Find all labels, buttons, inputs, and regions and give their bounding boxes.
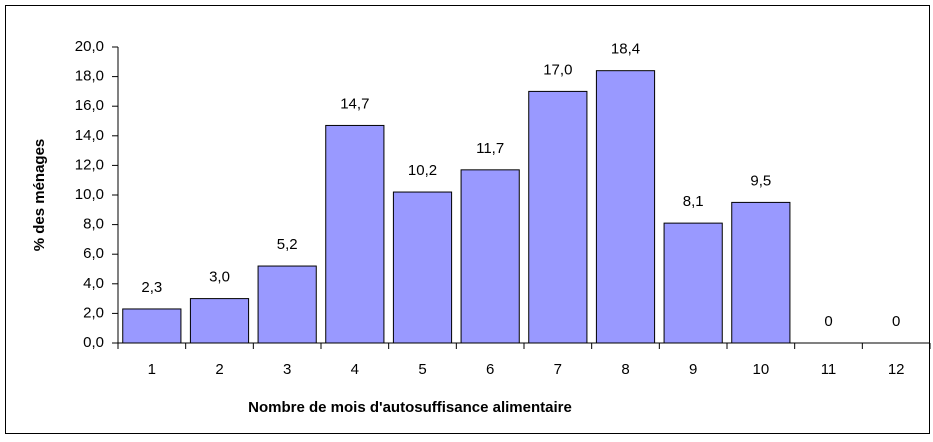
data-label: 17,0 [543, 61, 572, 78]
data-label: 10,2 [408, 162, 437, 179]
data-label: 3,0 [209, 269, 230, 286]
y-tick-label: 20,0 [75, 38, 104, 55]
bar [663, 222, 723, 344]
y-axis-title: % des ménages [31, 139, 48, 252]
x-tick-label: 4 [351, 361, 359, 378]
x-tick-label: 1 [148, 361, 156, 378]
data-label: 0 [892, 313, 900, 330]
bar [460, 169, 520, 344]
y-tick-label: 18,0 [75, 68, 104, 85]
y-tick-label: 14,0 [75, 127, 104, 144]
x-tick-label: 2 [215, 361, 223, 378]
y-tick-label: 6,0 [83, 245, 104, 262]
x-tick-label: 7 [554, 361, 562, 378]
x-tick-label: 10 [752, 361, 769, 378]
x-tick-label: 3 [283, 361, 291, 378]
y-tick-label: 10,0 [75, 186, 104, 203]
y-tick-label: 2,0 [83, 304, 104, 321]
bar [595, 70, 656, 344]
y-tick-label: 12,0 [75, 156, 104, 173]
bar [731, 201, 791, 344]
bar [257, 265, 317, 344]
data-label: 14,7 [340, 95, 369, 112]
x-tick-label: 8 [621, 361, 629, 378]
x-tick-label: 5 [418, 361, 426, 378]
data-label: 18,4 [611, 41, 640, 58]
y-tick-label: 8,0 [83, 216, 104, 233]
bar [325, 124, 385, 344]
bar [189, 298, 250, 344]
x-axis-title: Nombre de mois d'autosuffisance alimenta… [248, 399, 572, 416]
x-tick-label: 12 [888, 361, 905, 378]
x-tick-label: 9 [689, 361, 697, 378]
bar [122, 308, 182, 344]
data-label: 8,1 [683, 193, 704, 210]
data-label: 9,5 [750, 172, 771, 189]
x-tick-label: 11 [821, 361, 837, 378]
bar [528, 90, 588, 344]
data-label: 5,2 [277, 236, 298, 253]
bar [392, 191, 453, 344]
x-tick-label: 6 [486, 361, 494, 378]
data-label: 2,3 [141, 279, 162, 296]
y-tick-label: 0,0 [83, 334, 104, 351]
data-label: 0 [824, 313, 832, 330]
y-tick-label: 16,0 [75, 97, 104, 114]
data-label: 11,7 [476, 140, 504, 157]
y-tick-label: 4,0 [83, 275, 104, 292]
